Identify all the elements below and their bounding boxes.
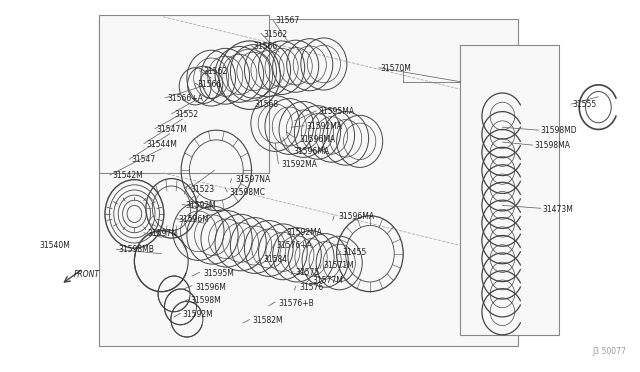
Text: 31592MA: 31592MA: [282, 160, 317, 169]
Text: 31566: 31566: [197, 80, 221, 89]
Text: 31595M: 31595M: [204, 269, 234, 278]
Text: 31523: 31523: [191, 185, 215, 194]
Text: 31575: 31575: [296, 268, 320, 277]
Text: 31596MA: 31596MA: [338, 212, 374, 221]
Bar: [99, 19, 518, 346]
Text: 31562: 31562: [264, 30, 288, 39]
Text: 31598MA: 31598MA: [534, 141, 570, 150]
Text: 31542M: 31542M: [112, 171, 143, 180]
Text: 31544M: 31544M: [146, 140, 177, 149]
Text: 31597N: 31597N: [147, 229, 177, 238]
Text: 31596MA: 31596MA: [293, 147, 329, 156]
Text: 31577M: 31577M: [312, 276, 343, 285]
Text: 31552: 31552: [174, 110, 198, 119]
Text: 31596M: 31596M: [195, 283, 226, 292]
Text: 31547M: 31547M: [157, 125, 188, 134]
Text: 31597NA: 31597NA: [236, 175, 271, 184]
Text: FRONT: FRONT: [74, 270, 100, 279]
Text: 31598MC: 31598MC: [229, 188, 265, 197]
Text: 31592MA: 31592MA: [287, 228, 323, 237]
Text: 31584: 31584: [264, 255, 288, 264]
Text: 31598MB: 31598MB: [118, 246, 154, 254]
Text: 31570M: 31570M: [381, 64, 412, 73]
Text: 31562: 31562: [204, 67, 228, 76]
Text: 31592M: 31592M: [182, 310, 213, 319]
Text: J3 50077: J3 50077: [592, 347, 626, 356]
Text: 31582M: 31582M: [253, 316, 284, 325]
Text: 31592MA: 31592MA: [306, 122, 342, 131]
Text: 31566+A: 31566+A: [168, 94, 204, 103]
Text: 31473M: 31473M: [543, 205, 573, 214]
Text: 31592M: 31592M: [186, 201, 216, 210]
Text: 31598M: 31598M: [191, 296, 221, 305]
Text: 31567: 31567: [275, 16, 300, 25]
Text: 31571M: 31571M: [323, 262, 354, 270]
Text: 31566: 31566: [253, 42, 278, 51]
Text: 31576: 31576: [300, 283, 324, 292]
Text: 31596M: 31596M: [178, 215, 209, 224]
Bar: [99, 15, 269, 173]
Text: 31595MA: 31595MA: [319, 107, 355, 116]
Text: 31568: 31568: [255, 100, 279, 109]
Text: 31540M: 31540M: [40, 241, 70, 250]
Text: 31547: 31547: [131, 155, 156, 164]
Text: 31576+B: 31576+B: [278, 299, 314, 308]
Text: 31555: 31555: [573, 100, 597, 109]
Text: 31598MD: 31598MD: [541, 126, 577, 135]
Text: 31455: 31455: [342, 248, 367, 257]
Text: 31596MA: 31596MA: [300, 135, 335, 144]
Bar: [460, 45, 559, 335]
Text: 31576+A: 31576+A: [276, 241, 312, 250]
